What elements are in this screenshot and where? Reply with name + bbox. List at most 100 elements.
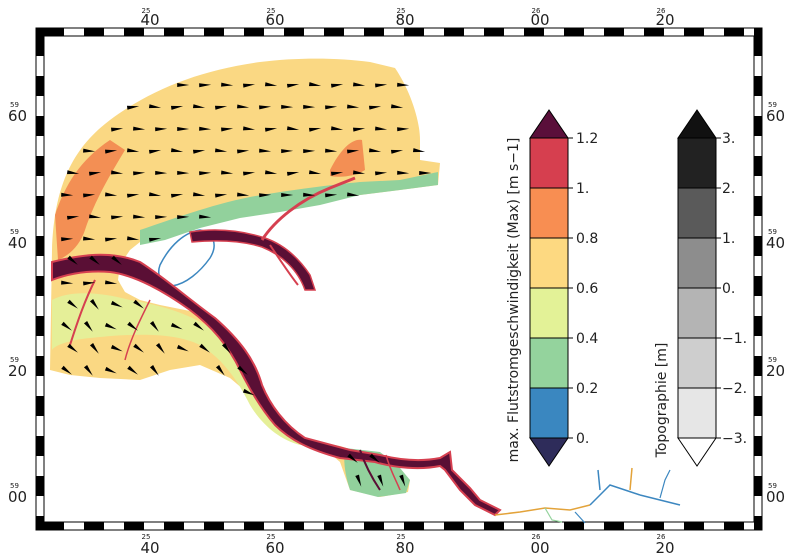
flow-arrow	[259, 105, 272, 110]
flow-arrow	[221, 170, 234, 175]
flow-arrow	[352, 82, 366, 87]
flow-arrow	[66, 170, 80, 175]
left-label-small: 59	[10, 482, 19, 490]
flow-arrow	[264, 82, 278, 87]
flow-arrow	[110, 300, 123, 308]
flow-arrow	[104, 280, 118, 285]
flow-arrow	[192, 192, 206, 197]
flow-arrow	[176, 344, 189, 352]
flow-arrow	[215, 365, 225, 376]
flow-arrow	[177, 127, 190, 132]
right-label: 60	[766, 107, 785, 125]
shallow-zone-north	[140, 172, 438, 245]
flow-arrow	[133, 126, 146, 131]
left-label-small: 59	[10, 228, 19, 236]
orange-zone-west	[55, 140, 125, 260]
flow-arrow	[355, 474, 362, 487]
flow-arrow	[199, 214, 212, 219]
tributary-line	[589, 484, 641, 506]
right-label: 00	[766, 488, 785, 506]
flow-arrow	[259, 193, 272, 198]
flow-arrow	[259, 148, 272, 153]
colorbar-segment	[677, 287, 717, 339]
colorbar-tick-label: 1.2	[576, 131, 598, 147]
tributary-line	[544, 507, 563, 523]
flow-arrow	[105, 192, 118, 197]
top-label: 40	[140, 11, 159, 29]
flow-arrow	[330, 126, 344, 131]
flow-arrow	[303, 192, 316, 197]
flow-arrow	[221, 343, 231, 354]
left-label-small: 59	[10, 101, 19, 109]
left-label: 20	[8, 362, 27, 380]
flow-arrow	[61, 192, 74, 197]
flow-arrow	[155, 127, 168, 132]
tributary-line	[359, 449, 381, 491]
flow-arrow	[61, 237, 74, 242]
flow-arrow	[325, 148, 338, 153]
flow-arrow	[149, 365, 159, 376]
flow-arrow	[242, 388, 255, 396]
flow-arrow	[353, 170, 366, 175]
flow-arrow	[330, 83, 344, 88]
flow-arrow	[368, 148, 382, 153]
flow-arrow	[303, 104, 316, 109]
flow-arrow	[104, 322, 117, 330]
right-label-small: 59	[768, 228, 777, 236]
flow-arrow	[83, 193, 96, 198]
flow-arrow	[419, 170, 432, 175]
flow-arrow	[133, 299, 144, 309]
flow-arrow	[61, 365, 72, 375]
flow-arrow	[264, 127, 278, 132]
flow-arrow	[397, 127, 410, 132]
colorbar-segment	[677, 387, 717, 439]
colorbar-under-triangle	[529, 437, 569, 467]
flow-arrow	[111, 170, 124, 175]
flow-arrow	[192, 104, 206, 109]
tributary-line	[124, 299, 151, 361]
tributary-line	[574, 511, 586, 524]
flow-arrow	[308, 170, 322, 175]
side-channel	[189, 229, 317, 291]
flow-arrow	[375, 171, 388, 176]
flow-arrow	[83, 321, 93, 332]
tributary-line	[659, 469, 671, 499]
flow-arrow	[214, 148, 228, 153]
flow-arrow	[111, 255, 122, 265]
flow-arrow	[237, 149, 250, 154]
right-label: 20	[766, 362, 785, 380]
flow-velocity-map	[50, 58, 681, 524]
flow-arrow	[133, 214, 146, 219]
flow-arrow	[170, 322, 183, 330]
flow-arrow	[264, 170, 278, 175]
top-label-small: 25	[142, 7, 151, 15]
flow-arrow	[155, 215, 168, 220]
bottom-label-small: 25	[142, 533, 151, 541]
shallow-zone	[52, 293, 310, 445]
tributary-line	[629, 467, 633, 491]
bottom-label: 80	[395, 539, 414, 557]
flow-arrow	[308, 82, 322, 87]
flow-arrow	[148, 104, 162, 109]
flow-arrow	[237, 192, 250, 197]
flow-arrow	[369, 453, 380, 463]
flow-arrow	[83, 148, 96, 153]
flow-arrow	[281, 192, 294, 197]
velocity-colorbar: 1.2 1. 0.8 0.6 0.4 0.2 0.	[529, 109, 598, 467]
top-label-small: 26	[532, 7, 541, 15]
flow-arrow	[126, 236, 140, 241]
flow-arrow	[325, 105, 338, 110]
colorbar-segment	[529, 187, 569, 239]
flow-arrow	[133, 343, 144, 353]
colorbar-tick-label: 0.6	[576, 281, 598, 297]
colorbar-segment	[677, 137, 717, 189]
tributary-line	[69, 279, 96, 346]
flow-arrow	[347, 104, 360, 109]
tributaries	[69, 176, 681, 524]
flow-arrow	[126, 193, 140, 198]
colorbar-tick-label: 3.	[722, 131, 735, 147]
flow-arrow	[155, 170, 168, 175]
flow-arrow	[126, 148, 140, 153]
